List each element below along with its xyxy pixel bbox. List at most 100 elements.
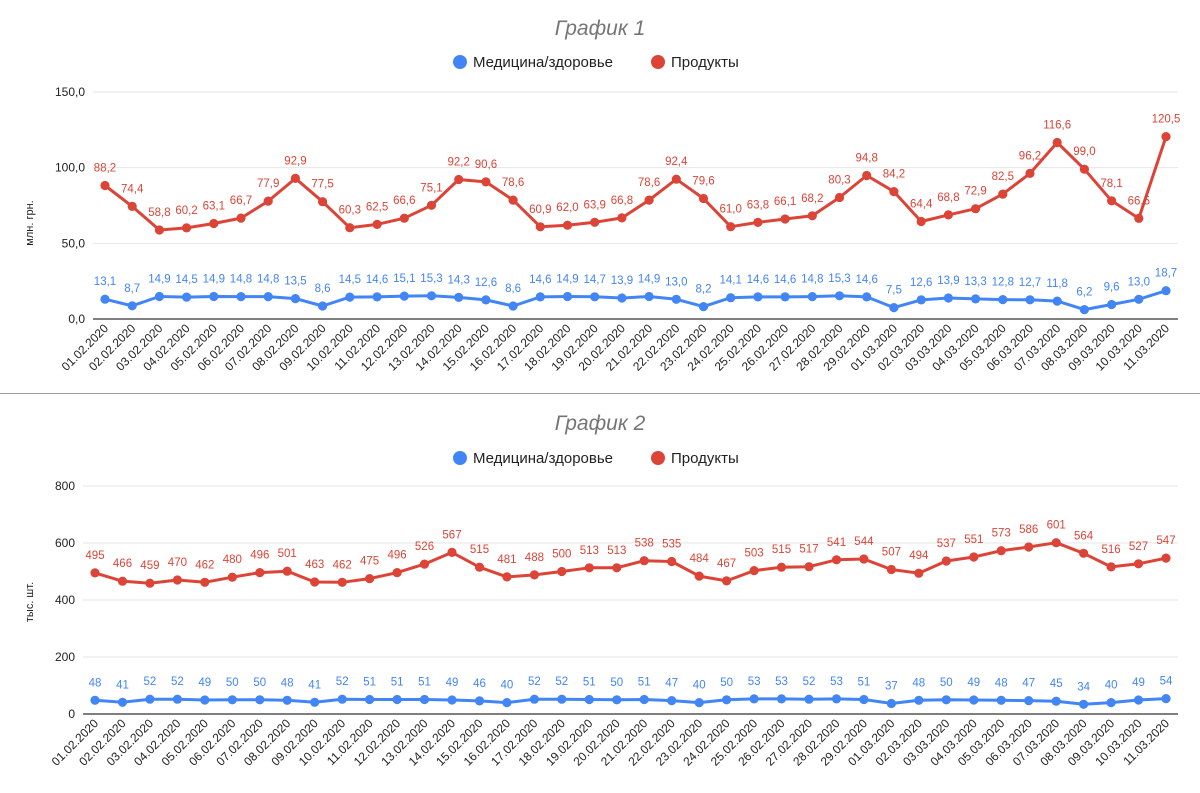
data-point-medicine [807,292,817,302]
data-point-medicine [584,694,594,705]
data-point-medicine [780,292,790,302]
data-label-products: 74,4 [121,183,144,195]
data-point-products [998,189,1008,199]
data-point-products [590,217,600,227]
data-point-medicine [172,694,182,704]
data-label-medicine: 14,6 [747,274,769,286]
data-label-medicine: 37 [885,681,898,693]
y-tick-label: 0,0 [68,312,85,326]
data-point-products [886,564,897,575]
data-label-medicine: 14,5 [175,274,197,286]
data-point-medicine [474,696,485,706]
data-label-products: 475 [360,556,379,568]
data-point-products [780,214,790,224]
data-point-medicine [722,695,732,705]
data-point-medicine [1024,696,1034,706]
data-point-medicine [753,292,763,302]
data-point-medicine [804,694,814,704]
data-point-medicine [263,292,273,302]
data-point-medicine [182,292,192,302]
legend-label-medicine: Медицина/здоровье [473,450,613,467]
chart-1-legend: Медицина/здоровье Продукты [453,54,739,71]
data-label-medicine: 14,9 [148,274,170,286]
data-label-products: 481 [497,554,516,566]
data-point-products [557,566,567,577]
data-point-medicine [914,695,924,705]
data-point-medicine [617,293,627,303]
data-label-products: 79,6 [692,176,714,188]
y-tick-label: 100,0 [55,161,85,175]
data-label-products: 517 [799,544,818,556]
data-point-products [671,174,681,184]
data-label-products: 515 [772,544,791,556]
legend-label-products: Продукты [671,54,739,71]
data-point-products [831,555,842,565]
data-point-products [209,218,219,229]
data-label-medicine: 14,6 [366,274,388,286]
data-label-products: 60,9 [529,204,551,216]
data-label-products: 78,6 [638,177,660,189]
data-label-medicine: 15,3 [420,273,442,285]
data-label-products: 547 [1156,535,1175,547]
data-label-medicine: 8,6 [315,283,331,295]
data-label-medicine: 14,9 [556,274,578,286]
data-label-medicine: 7,5 [886,285,902,297]
data-label-products: 488 [525,552,544,564]
data-point-products [749,566,759,576]
data-point-medicine [290,294,300,304]
data-point-products [100,180,110,191]
data-point-medicine [502,698,512,708]
data-label-medicine: 50 [940,677,953,689]
data-point-products [1107,196,1117,206]
data-label-medicine: 8,7 [124,283,140,295]
data-label-medicine: 49 [198,677,211,689]
data-label-medicine: 18,7 [1155,268,1177,280]
data-point-medicine [426,291,437,301]
data-point-products [916,216,926,227]
data-label-products: 459 [140,560,159,572]
data-point-products [172,575,182,585]
data-point-medicine [227,695,237,705]
data-point-medicine [535,292,545,302]
data-point-medicine [996,695,1006,705]
data-label-products: 66,6 [393,195,415,207]
data-point-products [90,568,100,578]
data-point-products [859,554,869,564]
data-label-medicine: 40 [693,680,706,692]
data-label-products: 58,8 [148,207,170,219]
data-label-products: 567 [442,529,461,541]
data-label-medicine: 51 [858,677,871,689]
data-point-products [969,552,979,562]
data-label-medicine: 8,6 [505,283,521,295]
data-label-products: 513 [580,545,599,557]
data-label-medicine: 51 [363,677,376,689]
data-point-medicine [1079,305,1089,315]
data-point-medicine [639,694,649,705]
data-label-products: 537 [937,538,956,550]
data-point-products [127,201,137,211]
data-label-products: 80,3 [828,175,850,187]
data-label-products: 496 [250,550,269,562]
data-label-products: 470 [168,557,187,569]
chart-2-svg: График 2 Медицина/здоровье Продукты тыс.… [24,412,1178,769]
data-point-products [807,211,817,221]
data-point-products [117,576,128,586]
data-label-medicine: 52 [144,676,157,688]
data-point-products [612,563,622,573]
data-label-medicine: 13,0 [665,276,687,288]
data-label-products: 564 [1074,530,1094,542]
data-label-medicine: 15,3 [828,273,850,285]
data-point-products [943,210,954,220]
data-point-products [804,562,814,572]
data-point-medicine [859,694,869,705]
data-point-products [227,572,237,582]
data-point-products [1079,548,1089,558]
data-label-products: 94,8 [856,153,878,165]
data-point-medicine [667,696,677,706]
data-point-medicine [481,295,491,305]
data-point-medicine [1133,695,1144,705]
data-label-products: 551 [964,534,983,546]
data-point-products [263,196,273,206]
data-label-medicine: 34 [1077,681,1090,693]
data-point-medicine [644,291,654,302]
